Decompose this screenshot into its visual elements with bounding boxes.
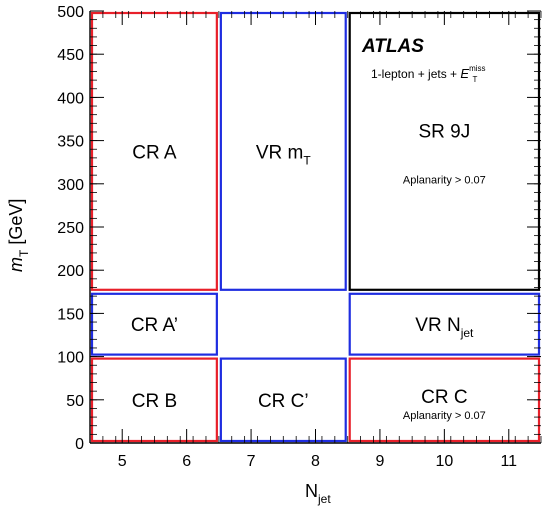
region-label-text: VR m <box>256 142 304 163</box>
region-label-cr-c-prime: CR C’ <box>258 391 309 412</box>
channel-superscript: miss <box>469 64 485 73</box>
x-tick-label: 9 <box>375 453 384 470</box>
axis-ticks: 0 50 100 150 200 250 300 350 400 450 500 5 6 7 8 9 10 11 <box>57 4 542 470</box>
channel-subscript: T <box>473 75 478 84</box>
x-tick-label: 5 <box>118 453 127 470</box>
region-label-sr-9j: SR 9J <box>418 121 470 142</box>
region-label-vr-mt: VR mT <box>256 142 312 167</box>
region-note-cr-c: Aplanarity > 0.07 <box>403 410 486 422</box>
y-tick-label: 100 <box>57 350 84 367</box>
region-label-cr-c: CR C <box>421 387 467 408</box>
y-tick-label: 300 <box>57 177 84 194</box>
region-label-vr-njet: VR Njet <box>415 315 474 340</box>
region-label-cr-a-prime: CR A’ <box>131 315 178 336</box>
channel-prefix: 1-lepton + jets + <box>371 67 460 81</box>
region-label-text: CR A’ <box>131 315 178 336</box>
x-tick-label: 6 <box>182 453 191 470</box>
y-tick-label: 500 <box>57 4 84 21</box>
region-label-text: CR B <box>132 391 177 412</box>
region-label-text: SR 9J <box>418 121 470 142</box>
channel-symbol: E <box>460 66 469 81</box>
x-tick-label: 11 <box>500 453 517 470</box>
region-label-subscript: jet <box>460 326 474 340</box>
channel-label: 1-lepton + jets + Emiss T <box>371 64 486 84</box>
x-tick-label: 8 <box>311 453 320 470</box>
y-tick-label: 400 <box>57 90 84 107</box>
region-labels: CR A VR mT SR 9J Aplanarity > 0.07 CR A’ VR N… <box>131 121 486 421</box>
y-tick-label: 150 <box>57 306 84 323</box>
x-tick-label: 7 <box>247 453 256 470</box>
y-tick-label: 200 <box>57 263 84 280</box>
x-axis-title-main: N <box>305 481 318 501</box>
region-label-subscript: T <box>303 153 311 167</box>
region-label-text: VR N <box>415 315 460 336</box>
y-tick-label: 350 <box>57 134 84 151</box>
region-label-cr-b: CR B <box>132 391 177 412</box>
region-cr-a-prime <box>90 292 218 356</box>
region-label-text: CR C <box>421 387 467 408</box>
region-label-text: CR A <box>132 142 177 163</box>
x-tick-label: 10 <box>435 453 453 470</box>
experiment-label: ATLAS <box>361 36 424 57</box>
y-tick-label: 0 <box>75 436 84 453</box>
x-axis-title: Njet <box>305 481 331 506</box>
region-vr-njet <box>348 292 541 356</box>
y-tick-label: 50 <box>66 393 84 410</box>
y-axis-title-sub: T <box>17 249 31 257</box>
y-axis-title: mT [GeV] <box>6 199 31 272</box>
region-note-sr-9j: Aplanarity > 0.07 <box>403 174 486 186</box>
y-tick-label: 250 <box>57 220 84 237</box>
x-axis-title-sub: jet <box>317 492 331 506</box>
region-label-cr-a: CR A <box>132 142 177 163</box>
y-axis-title-main: m <box>6 257 26 272</box>
y-axis-title-unit: [GeV] <box>6 199 26 250</box>
y-tick-label: 450 <box>57 47 84 64</box>
region-label-text: CR C’ <box>258 391 309 412</box>
